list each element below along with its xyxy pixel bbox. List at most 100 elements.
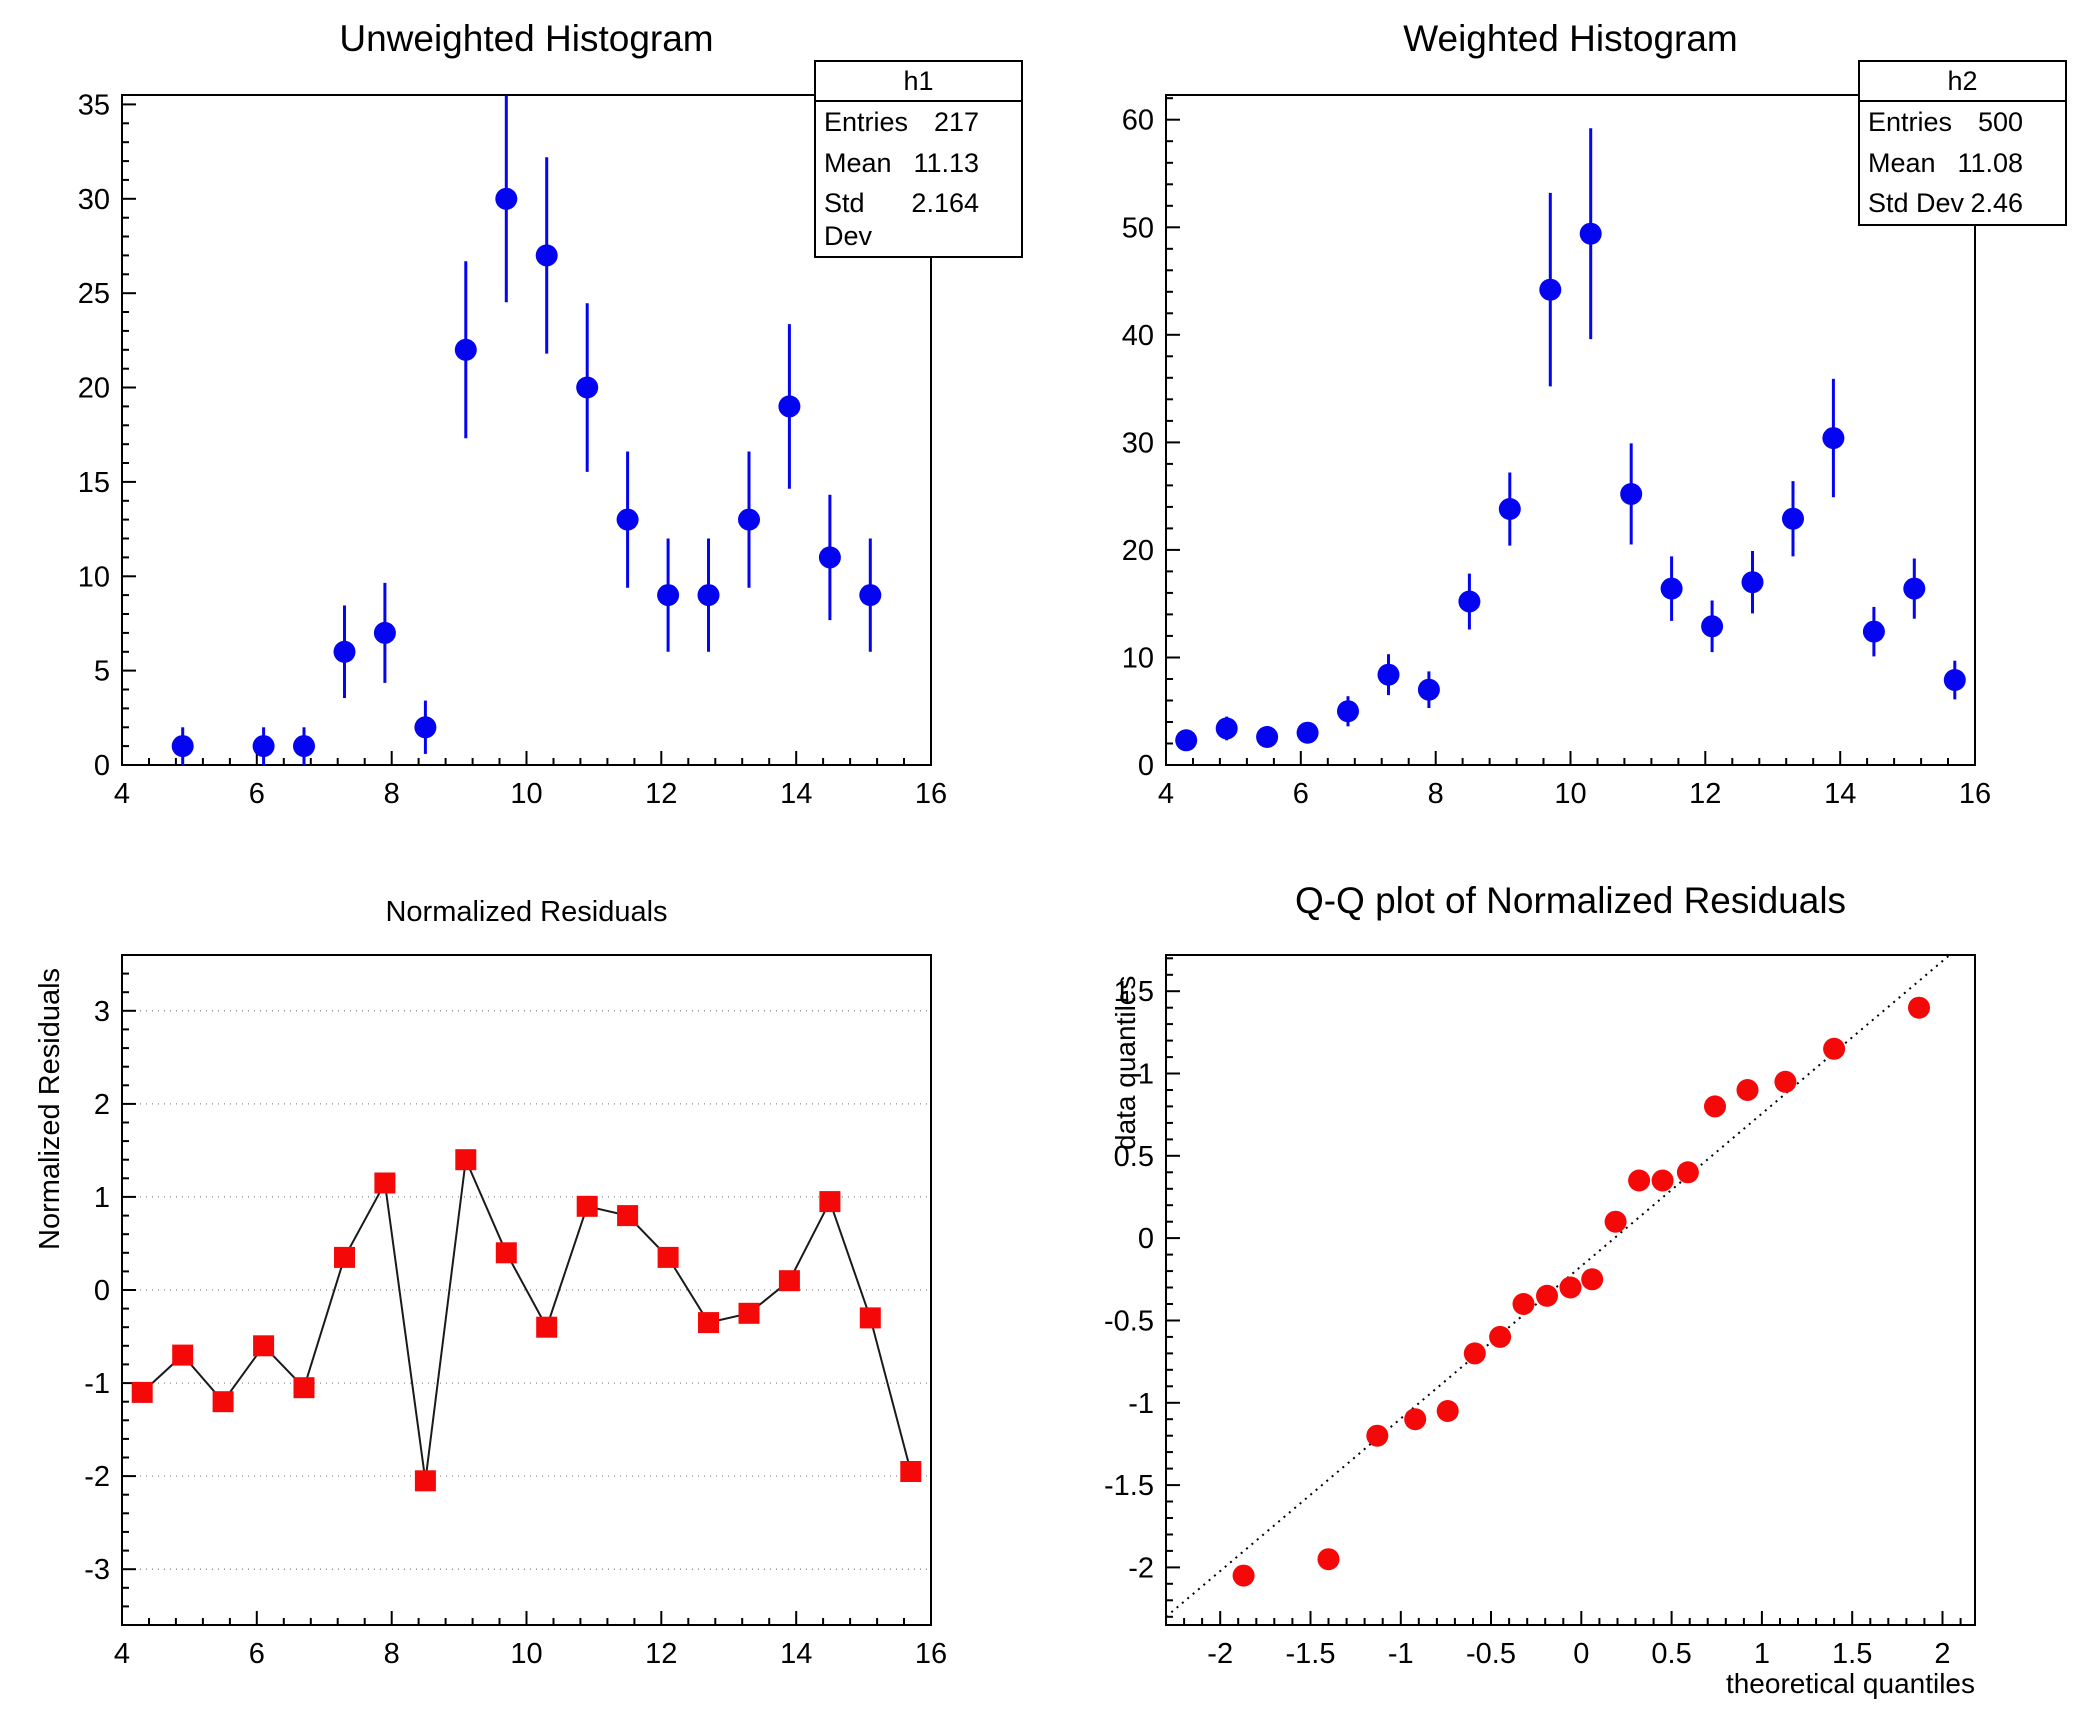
data-point-marker [616, 508, 639, 531]
y-tick-label: 2 [94, 1089, 110, 1121]
stat-label: Mean [824, 147, 892, 178]
chart-title-weighted: Weighted Histogram [1403, 18, 1738, 59]
x-tick-label: 6 [249, 1638, 265, 1670]
data-point-marker [1417, 678, 1440, 701]
x-tick-label: 16 [915, 1638, 947, 1670]
data-point-marker [1620, 483, 1643, 505]
data-point-marker [455, 1149, 477, 1171]
x-tick-label: 12 [645, 778, 677, 810]
stat-label: Std Dev [824, 188, 873, 251]
x-tick-label: 1.5 [1832, 1638, 1872, 1670]
data-point-marker [1782, 507, 1804, 530]
data-point-marker [1377, 663, 1400, 686]
stat-value: 11.13 [913, 147, 979, 178]
chart-title-residuals: Normalized Residuals [385, 896, 668, 928]
y-tick-label: 30 [78, 184, 110, 216]
data-point-marker [1823, 1037, 1846, 1060]
data-point-marker [1908, 996, 1930, 1019]
x-tick-label: 14 [780, 1638, 812, 1670]
data-point-marker [1736, 1079, 1759, 1101]
data-point-marker [1436, 1400, 1459, 1422]
y-tick-label: -1 [1128, 1388, 1154, 1420]
data-point-marker [454, 338, 477, 361]
y-tick-label: 10 [78, 561, 110, 593]
data-point-marker [778, 1270, 800, 1292]
data-point-marker [373, 621, 396, 644]
x-tick-label: 10 [510, 778, 542, 810]
y-tick-label: 20 [78, 373, 110, 405]
data-point-marker [818, 546, 841, 569]
x-tick-label: -1.5 [1286, 1638, 1336, 1670]
data-point-marker [1579, 222, 1602, 245]
x-tick-label: 0.5 [1651, 1638, 1691, 1670]
y-tick-label: 3 [94, 996, 110, 1028]
x-tick-label: -1 [1388, 1638, 1414, 1670]
pad-qq-plot: -2 -1.5 -1 -0.5 0 0.5 1 1.5 2 -2 -1.5 -1 -0.5 0 0.5 1 1.… [1044, 858, 2088, 1716]
plot-canvas-qq: -2 -1.5 -1 -0.5 0 0.5 1 1.5 2 -2 -1.5 -1 -0.5 0 0.5 1 1.… [1104, 954, 1976, 1670]
stat-value: 2.164 [911, 188, 979, 219]
y-tick-label: 30 [1122, 427, 1154, 459]
data-point-marker [1366, 1424, 1389, 1447]
chart-title-qq: Q-Q plot of Normalized Residuals [1294, 880, 1847, 921]
data-point-marker [738, 508, 760, 531]
y-tick-label: -0.5 [1104, 1306, 1154, 1338]
data-point-marker [1512, 1293, 1535, 1315]
data-point-marker [1498, 498, 1521, 520]
x-tick-label: 2 [1934, 1638, 1950, 1670]
data-point-marker [414, 1470, 436, 1492]
data-point-marker [253, 1335, 275, 1357]
data-point-marker [171, 735, 194, 758]
data-point-marker [1256, 726, 1279, 748]
data-point-marker [576, 1195, 598, 1217]
data-point-marker [1317, 1548, 1340, 1571]
data-point-marker [1774, 1070, 1797, 1093]
y-tick-label: -2 [84, 1461, 110, 1493]
data-point-marker [1862, 620, 1885, 643]
pad-normalized-residuals: 4 6 8 10 12 14 16 -3 -2 -1 0 1 2 3 Normalized Residua… [0, 858, 1044, 1716]
stat-label: Mean [1868, 147, 1936, 178]
data-point-marker [1458, 590, 1481, 613]
data-point-marker [617, 1205, 639, 1227]
series-line [141, 1155, 912, 1481]
data-point-marker [819, 1191, 841, 1213]
pad-unweighted-histogram: 4 6 8 10 12 14 16 0 5 10 15 20 25 30 35 Unweighted His… [0, 0, 1044, 858]
plot-frame [1165, 954, 1976, 1626]
y-tick-label: 60 [1122, 105, 1154, 137]
x-tick-label: 8 [384, 1638, 400, 1670]
y-tick-label: 35 [78, 89, 110, 121]
y-tick-label: 15 [78, 467, 110, 499]
data-point-marker [1404, 1408, 1427, 1431]
data-point-marker [657, 1246, 679, 1268]
data-point-marker [1581, 1268, 1604, 1291]
y-tick-label: -3 [84, 1554, 110, 1586]
y-tick-label: 0 [94, 750, 110, 782]
stats-row-entries: Entries 500 [1860, 102, 2065, 142]
data-point-marker [1741, 571, 1764, 594]
data-point-marker [374, 1172, 396, 1194]
data-point-marker [334, 1246, 355, 1268]
x-tick-label: -0.5 [1466, 1638, 1516, 1670]
y-tick-label: -1.5 [1104, 1470, 1154, 1502]
data-point-marker [1175, 729, 1198, 752]
stat-value: 500 [1977, 107, 2023, 138]
x-tick-label: 1 [1754, 1638, 1770, 1670]
data-point-marker [859, 1307, 881, 1329]
plot-canvas-weighted: 4 6 8 10 12 14 16 0 10 20 30 40 50 60 [1122, 94, 1991, 810]
data-point-marker [900, 1461, 922, 1482]
y-tick-label: 50 [1122, 212, 1154, 244]
y-tick-label: 1 [94, 1182, 110, 1214]
y-tick-label: 5 [94, 656, 110, 688]
y-tick-label: 0.5 [1114, 1141, 1154, 1173]
data-point-marker [172, 1344, 194, 1366]
data-point-marker [1660, 577, 1683, 600]
data-point-marker [1559, 1276, 1582, 1299]
data-point-marker [657, 584, 680, 607]
data-point-marker [495, 187, 518, 210]
x-tick-label: 8 [1428, 778, 1444, 810]
data-point-marker [293, 1377, 315, 1399]
x-tick-label: 12 [1689, 778, 1721, 810]
x-tick-label: 4 [114, 778, 130, 810]
data-point-marker [1296, 721, 1319, 744]
y-tick-label: 20 [1122, 535, 1154, 567]
